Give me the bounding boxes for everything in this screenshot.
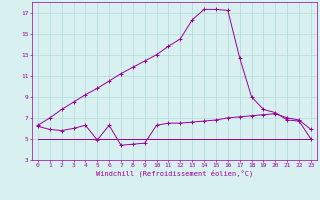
X-axis label: Windchill (Refroidissement éolien,°C): Windchill (Refroidissement éolien,°C) [96, 170, 253, 177]
